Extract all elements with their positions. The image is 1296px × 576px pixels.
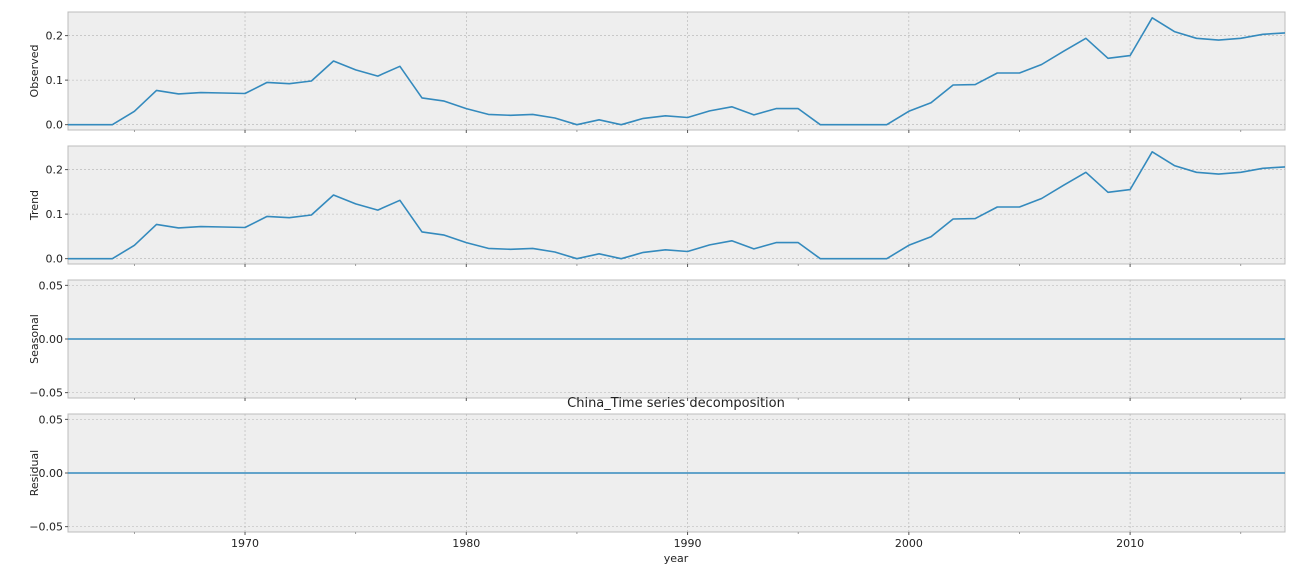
trend-y-tick-label: 0.1 — [46, 208, 64, 221]
seasonal-y-tick-label: −0.05 — [29, 387, 63, 400]
x-axis-label: year — [664, 552, 689, 565]
x-tick-label: 2010 — [1116, 537, 1144, 550]
residual-y-axis-label: Residual — [28, 450, 41, 496]
trend-series-line — [68, 151, 1286, 260]
trend-axes-background — [67, 145, 1286, 265]
x-tick-label: 1970 — [231, 537, 259, 550]
trend-y-tick-label: 0.2 — [46, 164, 64, 177]
trend-y-axis-label: Trend — [28, 190, 41, 221]
observed-axes-background — [67, 11, 1286, 131]
x-tick-label: 2000 — [895, 537, 923, 550]
trend-y-tick-label: 0.0 — [46, 253, 64, 266]
residual-y-tick-label: −0.05 — [29, 521, 63, 534]
observed-y-tick-label: 0.2 — [46, 30, 64, 43]
x-tick-label: 1980 — [452, 537, 480, 550]
trend-panel: 0.0 0.1 0.2 Trend — [28, 145, 1286, 267]
observed-y-tick-label: 0.1 — [46, 74, 64, 87]
observed-y-axis-label: Observed — [28, 45, 41, 98]
chart-title: China_Time series decomposition — [567, 396, 785, 411]
residual-y-tick-label: 0.05 — [39, 413, 64, 426]
seasonal-panel: −0.05 0.00 0.05 Seasonal — [28, 279, 1286, 401]
residual-panel: −0.05 0.00 0.05 Residual — [28, 413, 1286, 535]
seasonal-y-axis-label: Seasonal — [28, 314, 41, 364]
seasonal-y-tick-label: 0.00 — [39, 333, 64, 346]
observed-series-line — [68, 16, 1286, 126]
seasonal-y-tick-label: 0.05 — [39, 279, 64, 292]
panels-group: 0.0 0.1 0.2 Observed 0.0 0.1 0.2 Trend −0.05 0.00… — [28, 11, 1286, 550]
x-tick-label: 1990 — [674, 537, 702, 550]
residual-y-tick-label: 0.00 — [39, 467, 64, 480]
observed-y-tick-label: 0.0 — [46, 119, 64, 132]
observed-panel: 0.0 0.1 0.2 Observed — [28, 11, 1286, 133]
